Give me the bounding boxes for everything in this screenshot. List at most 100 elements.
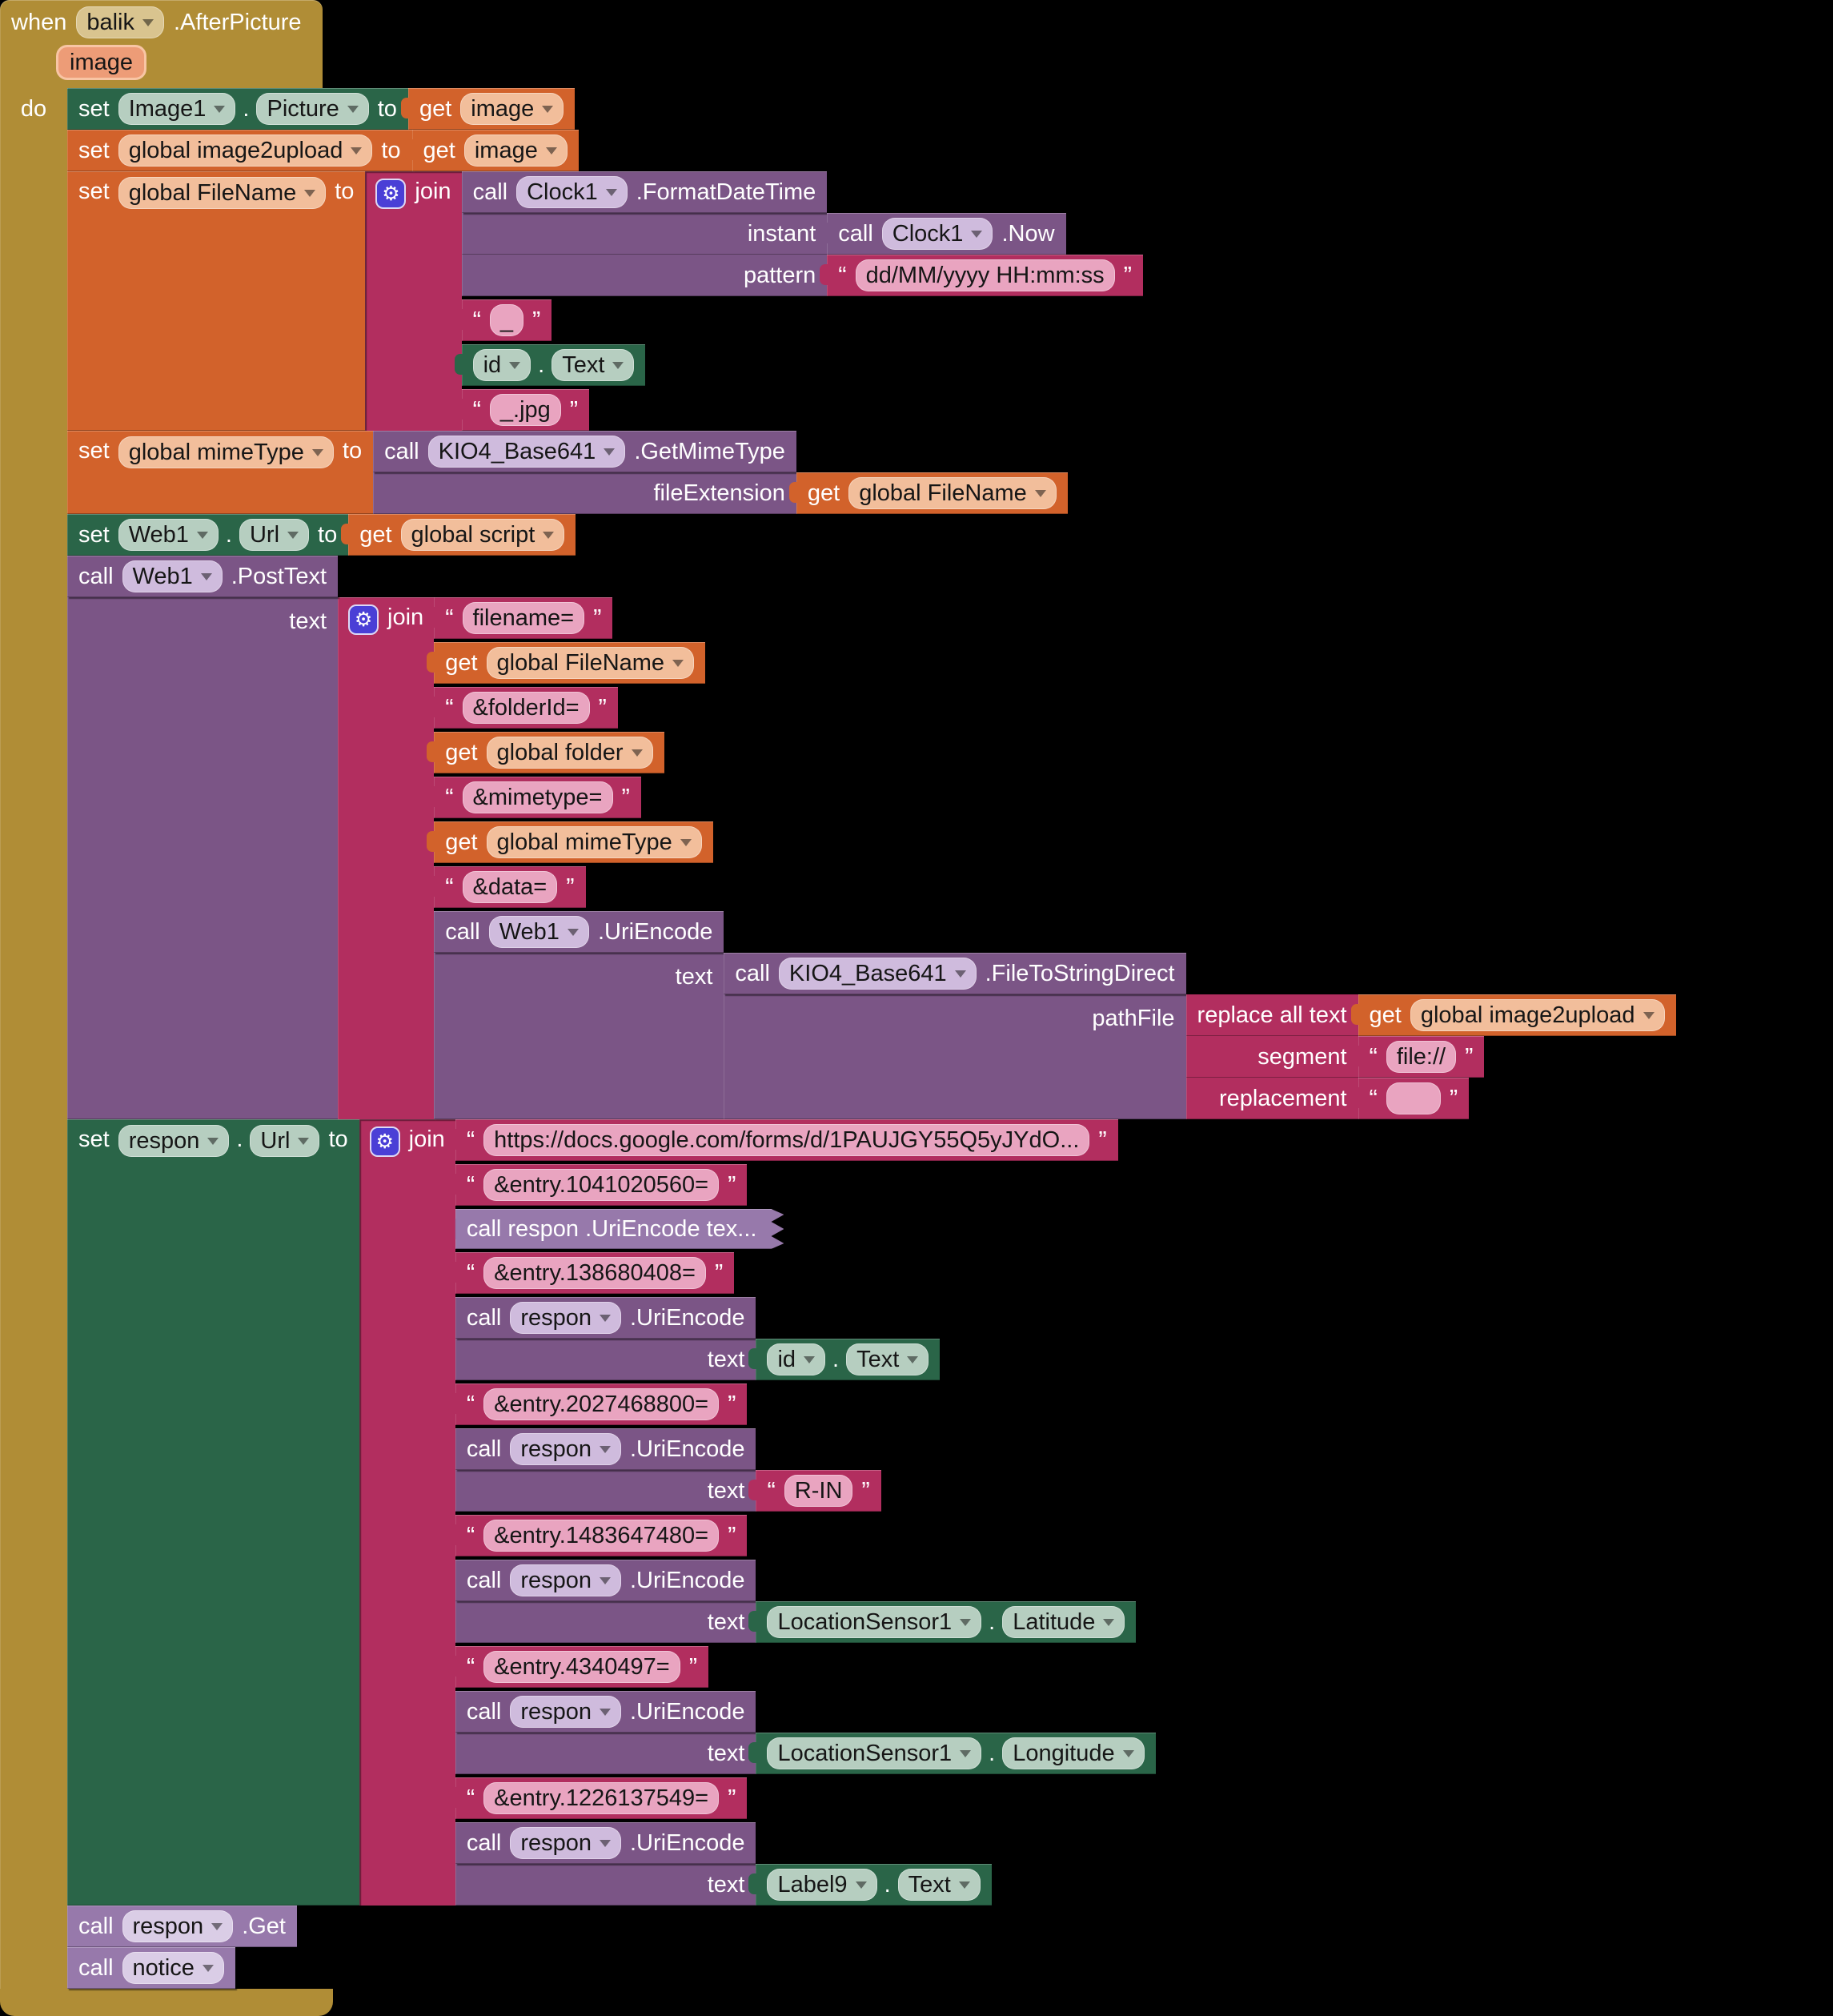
id-text-getter-block[interactable]: id . Text bbox=[454, 344, 646, 386]
set-respon-url-block[interactable]: set respon . Url to bbox=[67, 1119, 359, 1906]
component-dropdown[interactable]: Label9 bbox=[767, 1869, 877, 1901]
variable-dropdown[interactable]: global image2upload bbox=[118, 135, 373, 167]
text-string-entry6[interactable]: “ &entry.1226137549= ” bbox=[447, 1777, 748, 1819]
property-dropdown[interactable]: Url bbox=[239, 519, 310, 551]
string-value[interactable]: _.jpg bbox=[489, 394, 561, 426]
variable-dropdown[interactable]: global FileName bbox=[848, 477, 1057, 509]
string-value[interactable]: dd/MM/yyyy HH:mm:ss bbox=[855, 259, 1115, 291]
variable-dropdown[interactable]: global image2upload bbox=[1410, 999, 1665, 1031]
event-param-image[interactable]: image bbox=[56, 45, 146, 80]
text-string-form-url[interactable]: “ https://docs.google.com/forms/d/1PAUJG… bbox=[447, 1119, 1118, 1161]
text-string-folderid-param[interactable]: “ &folderId= ” bbox=[427, 687, 618, 729]
component-dropdown[interactable]: respon bbox=[510, 1564, 621, 1596]
call-notice-block[interactable]: call notice bbox=[67, 1947, 235, 1989]
property-dropdown[interactable]: Text bbox=[552, 349, 635, 381]
property-dropdown[interactable]: Latitude bbox=[1002, 1606, 1125, 1638]
component-dropdown[interactable]: Clock1 bbox=[881, 218, 993, 250]
text-string-file-scheme[interactable]: “ file:// ” bbox=[1350, 1036, 1485, 1078]
component-dropdown[interactable]: Clock1 bbox=[516, 176, 628, 208]
variable-dropdown[interactable]: global script bbox=[400, 519, 565, 551]
component-dropdown[interactable]: respon bbox=[118, 1125, 230, 1157]
text-string-rin[interactable]: “ R-IN ” bbox=[748, 1470, 881, 1512]
join-posttext-block[interactable]: ⚙ join “ filename= ” get bbox=[338, 597, 1676, 1119]
component-dropdown[interactable]: respon bbox=[510, 1827, 621, 1859]
get-global-mimetype-block[interactable]: get global mimeType bbox=[427, 821, 713, 863]
call-respon-uriencode-latitude-block[interactable]: call respon .UriEncode text LocationSens… bbox=[455, 1560, 1137, 1643]
text-string-entry2[interactable]: “ &entry.138680408= ” bbox=[447, 1252, 735, 1294]
component-dropdown[interactable]: LocationSensor1 bbox=[767, 1606, 982, 1638]
string-value[interactable]: file:// bbox=[1386, 1041, 1457, 1073]
join-filename-block[interactable]: ⚙ join call Clock1 .FormatDateTime bbox=[365, 171, 1143, 431]
call-web1-uriencode-block[interactable]: call Web1 .UriEncode text call bbox=[434, 911, 1676, 1119]
component-dropdown[interactable]: Image1 bbox=[118, 93, 236, 125]
string-value[interactable]: filename= bbox=[462, 602, 585, 634]
text-string-data-param[interactable]: “ &data= ” bbox=[427, 866, 586, 908]
component-dropdown[interactable]: respon bbox=[510, 1302, 621, 1334]
variable-dropdown[interactable]: image bbox=[460, 93, 564, 125]
variable-dropdown[interactable]: image bbox=[463, 135, 568, 167]
call-kio4-filetostringdirect-block[interactable]: call KIO4_Base641 .FileToStringDirect pa… bbox=[724, 953, 1676, 1119]
get-global-filename-block[interactable]: get global FileName bbox=[788, 472, 1068, 514]
call-clock1-now-block[interactable]: call Clock1 .Now bbox=[820, 213, 1066, 255]
get-image-block[interactable]: get image bbox=[404, 130, 579, 171]
property-dropdown[interactable]: Longitude bbox=[1002, 1737, 1145, 1769]
variable-dropdown[interactable]: global FileName bbox=[118, 177, 327, 209]
string-value[interactable]: &entry.2027468800= bbox=[483, 1388, 720, 1420]
property-dropdown[interactable]: Url bbox=[250, 1125, 320, 1157]
string-value[interactable]: &entry.138680408= bbox=[483, 1257, 706, 1289]
call-web1-posttext-block[interactable]: call Web1 .PostText text ⚙ join bbox=[67, 556, 1676, 1119]
locationsensor1-latitude-getter-block[interactable]: LocationSensor1 . Latitude bbox=[748, 1601, 1137, 1643]
component-dropdown[interactable]: respon bbox=[510, 1433, 621, 1465]
get-global-script-block[interactable]: get global script bbox=[341, 514, 576, 556]
event-component-dropdown[interactable]: balik bbox=[76, 6, 164, 38]
when-balik-afterpicture-event-block[interactable]: when balik .AfterPicture image do set bbox=[0, 0, 1676, 2016]
property-dropdown[interactable]: Text bbox=[846, 1343, 929, 1375]
string-value[interactable]: &entry.4340497= bbox=[483, 1651, 680, 1683]
string-value[interactable]: &entry.1041020560= bbox=[483, 1169, 720, 1201]
variable-dropdown[interactable]: global folder bbox=[486, 737, 653, 769]
call-respon-get-block[interactable]: call respon .Get bbox=[67, 1906, 297, 1947]
label9-text-getter-block[interactable]: Label9 . Text bbox=[748, 1864, 992, 1906]
string-value[interactable]: _ bbox=[489, 304, 524, 336]
component-dropdown[interactable]: respon bbox=[510, 1696, 621, 1728]
component-dropdown[interactable]: Web1 bbox=[122, 560, 223, 592]
mutator-gear-icon[interactable]: ⚙ bbox=[375, 179, 407, 209]
text-string-entry3[interactable]: “ &entry.2027468800= ” bbox=[447, 1383, 748, 1425]
procedure-dropdown[interactable]: notice bbox=[122, 1952, 224, 1984]
variable-dropdown[interactable]: global FileName bbox=[486, 647, 695, 679]
string-value[interactable] bbox=[1386, 1082, 1441, 1114]
mutator-gear-icon[interactable]: ⚙ bbox=[348, 604, 379, 635]
component-dropdown[interactable]: KIO4_Base641 bbox=[427, 436, 626, 468]
component-dropdown[interactable]: KIO4_Base641 bbox=[778, 958, 977, 990]
string-value[interactable]: &entry.1226137549= bbox=[483, 1782, 720, 1814]
component-dropdown[interactable]: Web1 bbox=[488, 916, 589, 948]
string-value[interactable]: &folderId= bbox=[462, 692, 590, 724]
set-image1-picture-block[interactable]: set Image1 . Picture to bbox=[67, 88, 408, 130]
event-header[interactable]: when balik .AfterPicture image bbox=[0, 0, 323, 88]
text-string-filename-param[interactable]: “ filename= ” bbox=[427, 597, 613, 639]
call-respon-uriencode-longitude-block[interactable]: call respon .UriEncode text LocationSens… bbox=[455, 1691, 1156, 1774]
string-value[interactable]: R-IN bbox=[784, 1475, 853, 1507]
variable-dropdown[interactable]: global mimeType bbox=[486, 826, 702, 858]
replace-all-text-block[interactable]: replace all text get global image2upload bbox=[1185, 994, 1676, 1119]
get-global-image2upload-block[interactable]: get global image2upload bbox=[1350, 994, 1676, 1036]
get-global-folder-block[interactable]: get global folder bbox=[427, 732, 664, 773]
text-string-entry5[interactable]: “ &entry.4340497= ” bbox=[447, 1646, 709, 1688]
text-string-mimetype-param[interactable]: “ &mimetype= ” bbox=[427, 777, 641, 818]
string-value[interactable]: &data= bbox=[462, 871, 558, 903]
call-respon-uriencode-rin-block[interactable]: call respon .UriEncode text “ R-IN bbox=[455, 1428, 881, 1512]
set-global-mimetype-block[interactable]: set global mimeType to bbox=[67, 431, 374, 514]
text-string-entry1[interactable]: “ &entry.1041020560= ” bbox=[447, 1164, 748, 1206]
component-dropdown[interactable]: id bbox=[472, 349, 531, 381]
join-respon-url-block[interactable]: ⚙ join “ https://docs.google.com/forms/d… bbox=[359, 1119, 1156, 1906]
get-global-filename-block[interactable]: get global FileName bbox=[427, 642, 706, 684]
locationsensor1-longitude-getter-block[interactable]: LocationSensor1 . Longitude bbox=[748, 1733, 1156, 1774]
text-string-underscore[interactable]: “ _ ” bbox=[454, 299, 552, 341]
call-respon-uriencode-id-block[interactable]: call respon .UriEncode text id . Te bbox=[455, 1297, 941, 1380]
text-string-pattern[interactable]: “ dd/MM/yyyy HH:mm:ss ” bbox=[820, 255, 1143, 296]
mutator-gear-icon[interactable]: ⚙ bbox=[369, 1126, 400, 1157]
set-web1-url-block[interactable]: set Web1 . Url to bbox=[67, 514, 349, 556]
string-value[interactable]: &entry.1483647480= bbox=[483, 1520, 720, 1552]
call-respon-uriencode-label9-block[interactable]: call respon .UriEncode text Label9 . bbox=[455, 1822, 992, 1906]
